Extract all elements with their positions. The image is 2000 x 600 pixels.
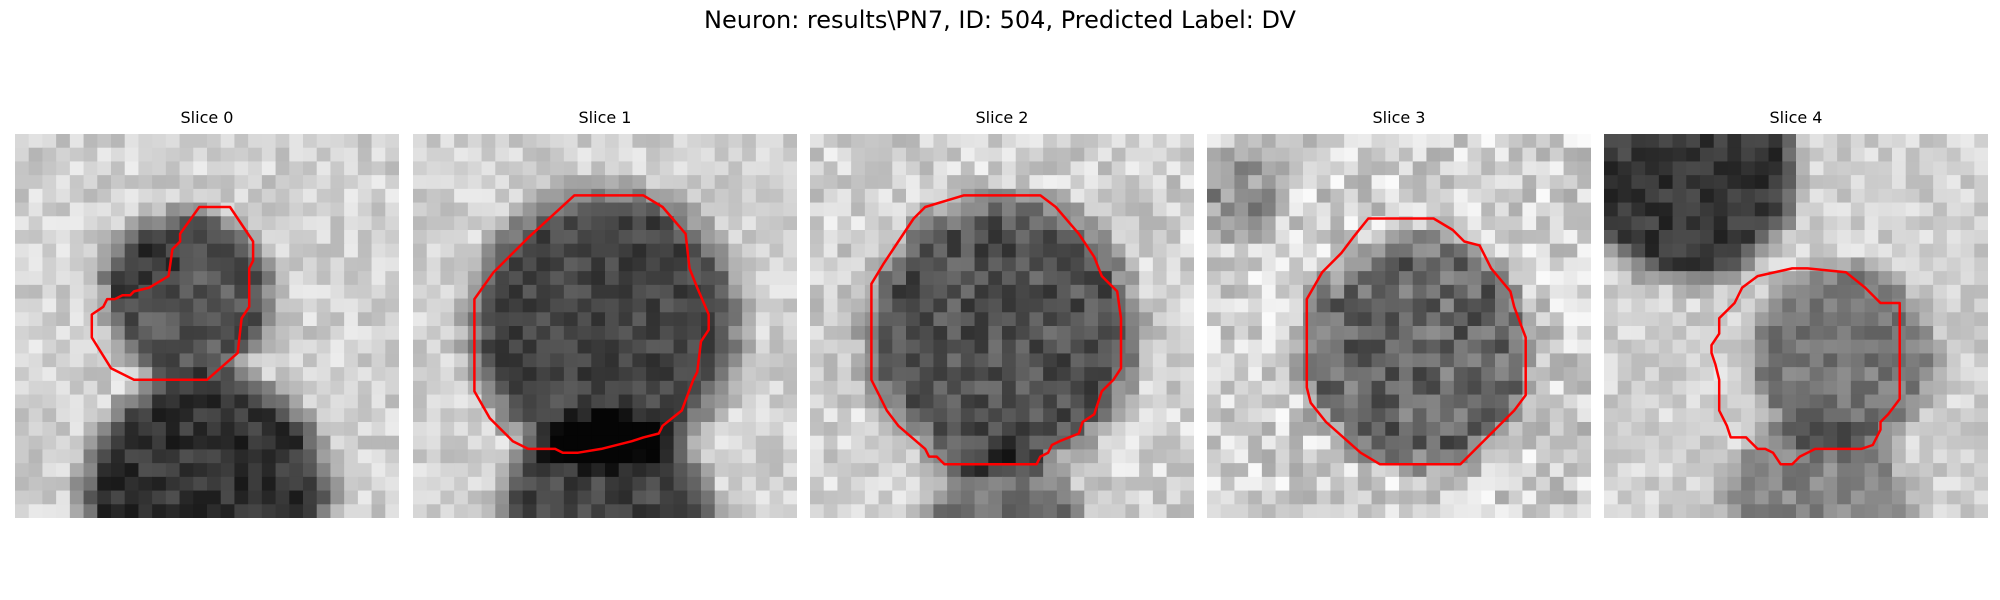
slice-panel-3: Slice 3 [1207, 108, 1591, 520]
cell-contour [1305, 217, 1527, 466]
pixel-grid [1604, 134, 1988, 518]
pixel-grid [15, 134, 399, 518]
cell-contour [870, 194, 1123, 466]
cell-contour [1710, 267, 1901, 466]
cell-contour [90, 205, 255, 382]
slice-panel-4: Slice 4 [1604, 108, 1988, 520]
cell-contour [473, 194, 710, 454]
slice-panel-2: Slice 2 [810, 108, 1194, 520]
pixel-grid [810, 134, 1194, 518]
slice-image-2 [810, 134, 1194, 518]
slice-image-3 [1207, 134, 1591, 518]
slice-title-1: Slice 1 [578, 108, 632, 127]
pixel-grid [1207, 134, 1591, 518]
slice-title-4: Slice 4 [1769, 108, 1823, 127]
slice-image-4 [1604, 134, 1988, 518]
pixel-grid [413, 134, 797, 518]
slice-panel-0: Slice 0 [15, 108, 399, 520]
figure-title: Neuron: results\PN7, ID: 504, Predicted … [704, 6, 1296, 34]
slice-image-0 [15, 134, 399, 518]
slice-image-1 [413, 134, 797, 518]
slice-title-3: Slice 3 [1372, 108, 1426, 127]
slice-title-2: Slice 2 [975, 108, 1029, 127]
slice-title-0: Slice 0 [180, 108, 234, 127]
slice-panel-1: Slice 1 [413, 108, 797, 520]
